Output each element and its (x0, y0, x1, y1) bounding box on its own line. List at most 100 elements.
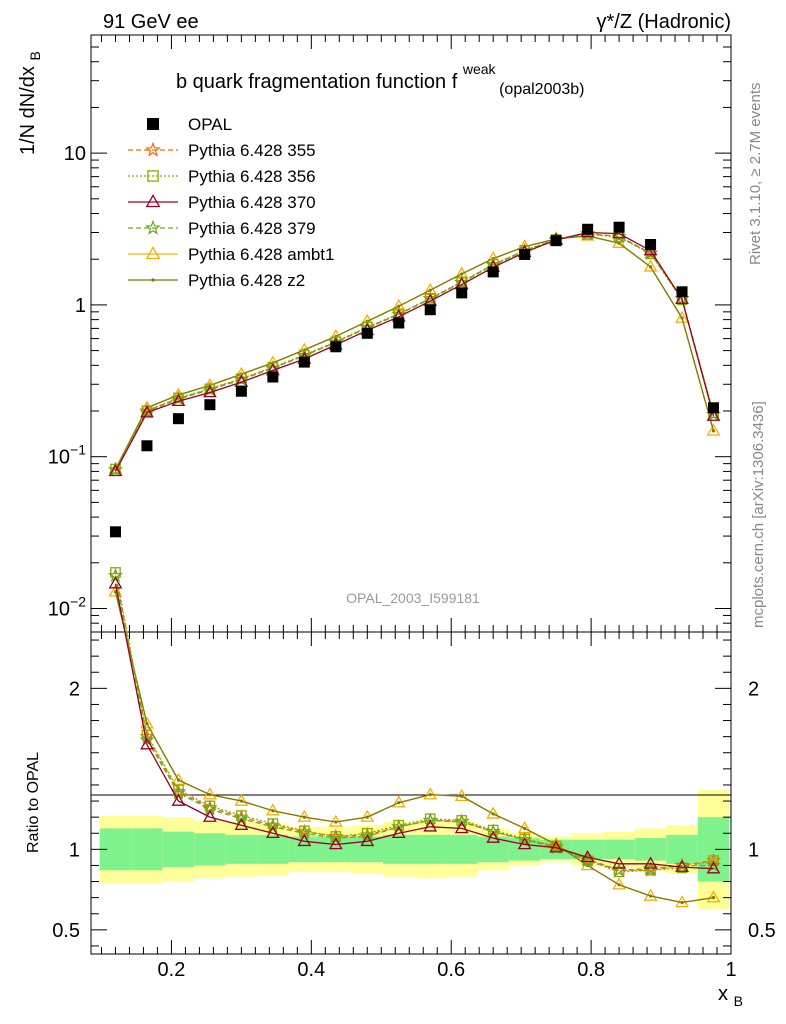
y-tick-label-base: 10 (48, 598, 70, 620)
y-tick-label: 10−2 (48, 593, 86, 620)
x-tick-label: 0.6 (437, 959, 465, 981)
data-point-opal (267, 371, 279, 383)
legend-label: Pythia 6.428 ambt1 (188, 245, 334, 264)
data-point (706, 423, 721, 436)
ratio-point (643, 860, 659, 876)
ratio-point (460, 794, 464, 798)
ratio-band-inner (162, 831, 195, 868)
y-tick-label-exp: −2 (70, 593, 86, 609)
data-point-opal (330, 341, 342, 353)
data-point (140, 405, 154, 418)
main-series-group (107, 221, 722, 538)
chart-title: b quark fragmentation function f weak (o… (176, 57, 585, 98)
data-point-opal (204, 399, 216, 411)
data-point (107, 461, 123, 477)
ratio-point (454, 788, 469, 801)
ratio-point (711, 896, 716, 900)
ratio-point (648, 894, 653, 898)
series-line (114, 232, 715, 471)
ratio-point (361, 827, 373, 839)
ratio-point (171, 793, 186, 806)
ratio-point (548, 839, 564, 855)
data-point-opal (235, 385, 247, 397)
data-point (397, 304, 401, 308)
ratio-point (486, 830, 501, 843)
ratio-point (428, 793, 432, 797)
ratio-point (328, 837, 343, 850)
ratio-point (674, 857, 690, 872)
ratio-point (612, 856, 626, 869)
ratio-point (108, 576, 123, 589)
ratio-point (423, 819, 438, 832)
ratio-point (145, 722, 149, 726)
ratio-point (549, 840, 564, 853)
legend-label: Pythia 6.428 z2 (188, 271, 305, 290)
data-point (428, 288, 432, 292)
data-point-opal (487, 266, 499, 278)
ratio-y-tick-label-right: 1 (748, 839, 759, 861)
ratio-point (297, 833, 312, 847)
ratio-point (265, 819, 281, 834)
ratio-point (391, 819, 407, 834)
data-point (203, 385, 217, 398)
ratio-point (233, 810, 249, 826)
y-tick-label-base: 10 (48, 447, 70, 469)
ratio-point (391, 825, 406, 839)
ratio-point (517, 831, 533, 847)
data-point-opal (519, 248, 531, 260)
data-point (460, 272, 464, 276)
ratio-band-inner (225, 834, 258, 864)
ratio-point (208, 793, 212, 797)
y-tick-label-exp: −1 (70, 442, 86, 458)
legend-label: OPAL (188, 115, 232, 134)
ratio-point (523, 826, 527, 831)
data-point (643, 259, 658, 272)
ratio-point (706, 857, 721, 872)
ratio-band-inner (288, 836, 321, 863)
ratio-point (613, 866, 625, 878)
ratio-point (359, 828, 375, 843)
ratio-point (423, 787, 438, 800)
data-point-opal (141, 440, 153, 452)
ratio-band-inner (603, 839, 635, 860)
x-tick-label: 0.8 (577, 959, 605, 981)
legend-marker (145, 194, 161, 208)
x-tick-label: 0.2 (158, 959, 186, 981)
ratio-point (612, 877, 626, 890)
data-point-opal (361, 327, 373, 339)
y-tick-label: 1 (75, 295, 86, 317)
data-point-opal (393, 317, 405, 329)
ratio-point (422, 812, 438, 827)
chart-title-main: b quark fragmentation function f (176, 71, 458, 93)
data-point (680, 316, 684, 320)
ratio-point (454, 814, 470, 829)
rivet-version-label: Rivet 3.1.10, ≥ 2.7M events (747, 83, 764, 266)
data-point-opal (424, 304, 436, 316)
ratio-line (114, 591, 714, 904)
series-line (114, 233, 715, 470)
ratio-band-inner (257, 834, 289, 864)
x-tick-label: 0.4 (297, 959, 325, 981)
ratio-band-inner (571, 839, 604, 860)
y-tick-label: 10 (64, 143, 86, 165)
main-panel-frame (90, 34, 732, 633)
ratio-point (334, 820, 338, 824)
ratio-point (643, 856, 658, 869)
ratio-point (271, 809, 275, 813)
data-point (675, 310, 689, 323)
ratio-band-inner (351, 836, 384, 863)
ratio-point (706, 890, 721, 903)
ratio-point (397, 801, 401, 805)
ratio-point (265, 825, 280, 839)
ratio-point (485, 823, 501, 838)
ratio-y-tick-label-right: 2 (748, 678, 759, 700)
data-point-opal (613, 221, 625, 233)
data-point (617, 241, 621, 245)
analysis-watermark: OPAL_2003_I599181 (346, 590, 480, 606)
ratio-point (108, 584, 123, 597)
ratio-series-group (108, 567, 721, 908)
xlabel-main: x (718, 983, 728, 1005)
ratio-line (114, 583, 714, 870)
ratio-point (328, 830, 344, 845)
y-tick-label-base: 1 (75, 295, 86, 317)
